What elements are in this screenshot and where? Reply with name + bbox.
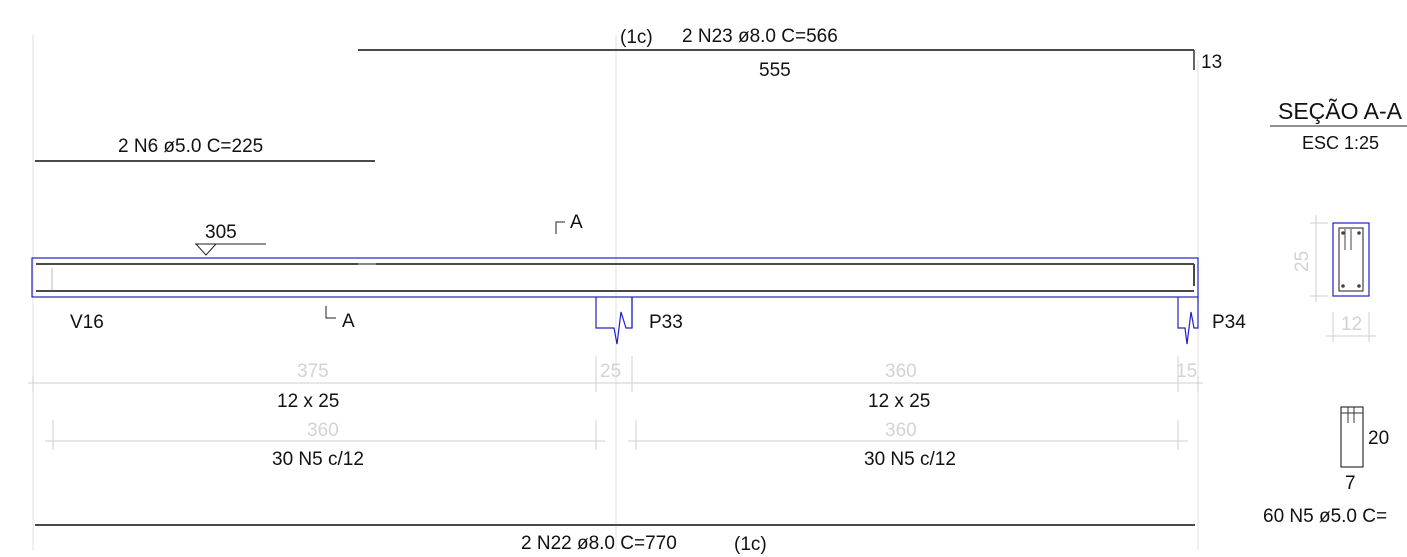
section-rebar-top-right xyxy=(1357,231,1361,235)
span-2-stirrup-length: 360 xyxy=(885,420,917,441)
stirrup-detail-height: 20 xyxy=(1368,428,1389,449)
span-2-stirrups: 30 N5 c/12 xyxy=(864,449,956,470)
support-p34-width: 15 xyxy=(1176,361,1197,382)
support-p33-width: 25 xyxy=(600,361,621,382)
level-mark-value: 305 xyxy=(205,222,237,243)
section-cut-top-label: A xyxy=(570,212,583,233)
stirrup-detail-width: 7 xyxy=(1345,473,1356,494)
section-rebar-bottom-right xyxy=(1357,284,1361,288)
span-1-stirrup-length: 360 xyxy=(307,420,339,441)
section-width-value: 12 xyxy=(1341,314,1362,335)
short-rebar-callout: 2 N6 ø5.0 C=225 xyxy=(118,136,263,157)
stirrup-detail-shape xyxy=(1340,406,1364,468)
section-cut: A A xyxy=(325,212,583,332)
top-rebar: (1c) 2 N23 ø8.0 C=566 555 13 xyxy=(358,26,1222,81)
support-p33-left-edge xyxy=(595,297,633,345)
support-p33-column xyxy=(595,297,633,345)
section-view-title: SEÇÃO A-A xyxy=(1278,98,1403,124)
bottom-rebar-callout: 2 N22 ø8.0 C=770 xyxy=(521,533,677,554)
level-mark-triangle xyxy=(194,243,218,256)
bottom-rebar-tag: (1c) xyxy=(734,534,767,555)
span-2-clear-length: 360 xyxy=(885,361,917,382)
support-p34-column xyxy=(1177,297,1199,345)
section-cut-bottom-symbol xyxy=(325,306,336,319)
short-rebar: 2 N6 ø5.0 C=225 xyxy=(35,136,375,162)
support-p34-label: P34 xyxy=(1212,312,1246,333)
section-outline xyxy=(1332,222,1370,297)
span-2-section: 12 x 25 xyxy=(868,391,930,412)
section-cut-bottom-label: A xyxy=(342,311,355,332)
support-p34-edge xyxy=(1177,297,1199,345)
span-1-clear-length: 375 xyxy=(297,361,329,382)
top-rebar-tag: (1c) xyxy=(620,27,653,48)
section-stirrup xyxy=(1338,227,1364,292)
support-p33-label: P33 xyxy=(649,312,683,333)
section-cut-top-symbol xyxy=(555,221,565,234)
section-view: SEÇÃO A-A ESC 1:25 25 12 xyxy=(1270,98,1407,342)
section-height-value: 25 xyxy=(1292,251,1313,272)
level-mark: 305 xyxy=(194,222,266,256)
section-height-dimension xyxy=(1310,215,1328,302)
stirrup-detail-callout: 60 N5 ø5.0 C= xyxy=(1263,506,1387,527)
section-view-scale: ESC 1:25 xyxy=(1302,133,1379,153)
span-1-section: 12 x 25 xyxy=(277,391,339,412)
beam-outline xyxy=(31,257,1199,298)
bottom-rebar: 2 N22 ø8.0 C=770 (1c) xyxy=(35,524,1195,555)
stirrup-dimensions xyxy=(45,420,1188,450)
section-rebar-bottom-left xyxy=(1341,284,1345,288)
span-1-stirrups: 30 N5 c/12 xyxy=(272,449,364,470)
section-width-dimension xyxy=(1326,312,1376,342)
beam-elevation xyxy=(31,257,1199,298)
span-dimensions xyxy=(28,356,1203,392)
top-rebar-hook-length: 13 xyxy=(1201,52,1222,73)
top-rebar-callout: 2 N23 ø8.0 C=566 xyxy=(682,26,838,47)
top-rebar-length: 555 xyxy=(759,60,791,81)
stirrup-detail: 20 7 60 N5 ø5.0 C= xyxy=(1263,406,1389,527)
section-rebar-top-left xyxy=(1341,231,1345,235)
gridlines xyxy=(32,35,1199,550)
beam-name: V16 xyxy=(70,312,104,333)
